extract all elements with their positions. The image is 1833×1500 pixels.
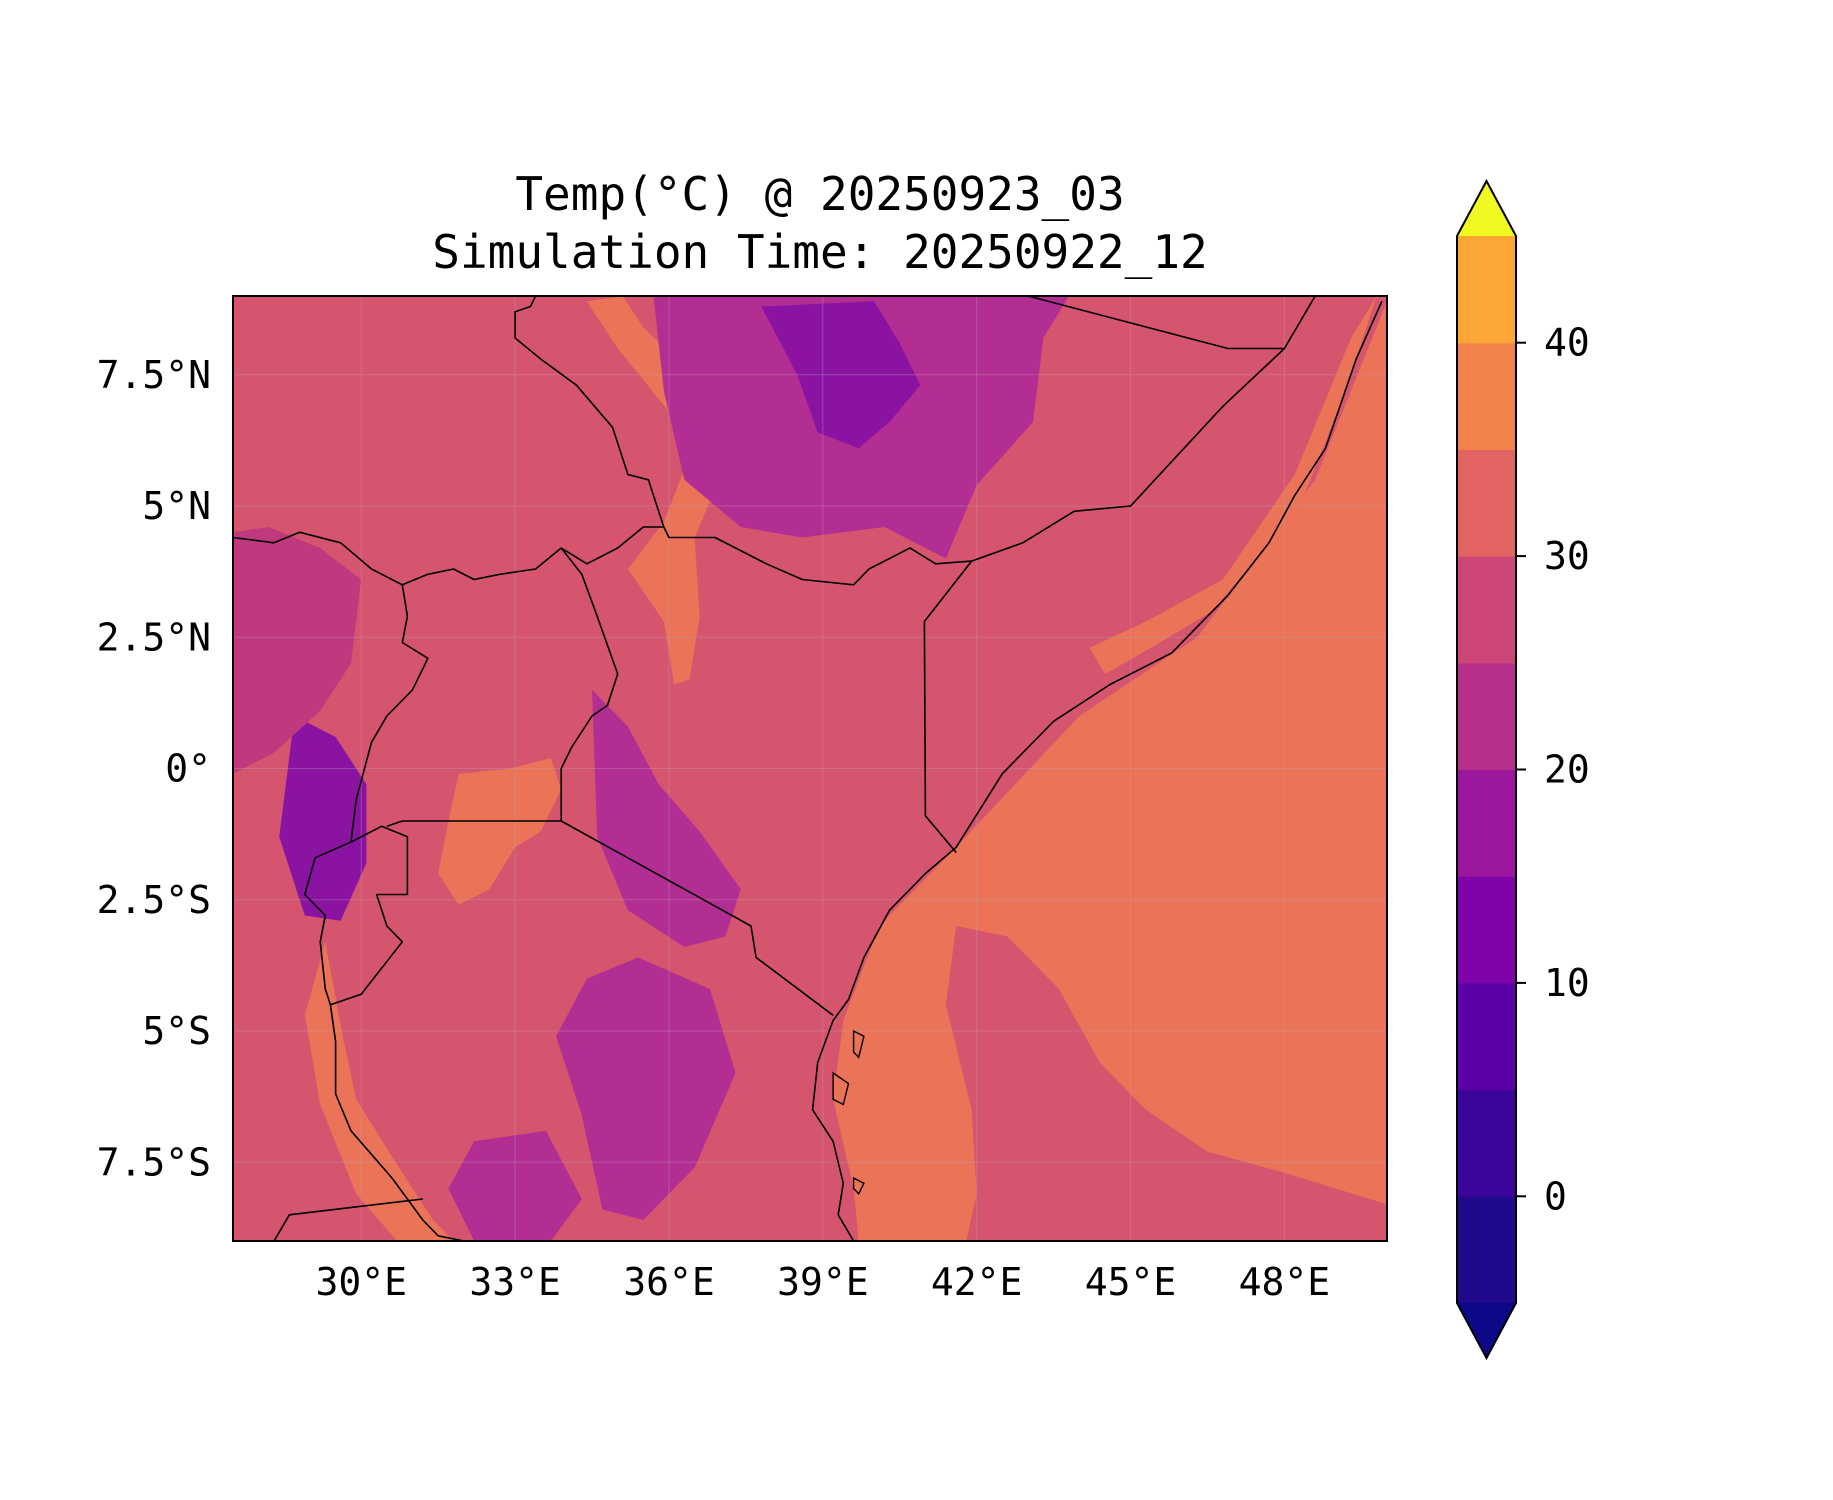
border-lake-victoria-south	[386, 768, 563, 828]
colorbar-segment	[1457, 449, 1516, 557]
y-tick-label: 2.5°S	[97, 878, 211, 922]
colorbar-segment	[1457, 662, 1516, 771]
border-uganda-drc	[350, 584, 429, 843]
field-region-kenya-highlands-cool	[592, 689, 741, 947]
border-kenya-ethiopia	[560, 526, 972, 586]
x-tick-label: 42°E	[931, 1260, 1023, 1304]
colorbar-segment	[1457, 556, 1516, 664]
y-tick-label: 5°N	[142, 484, 211, 528]
y-tick-label: 7.5°N	[97, 353, 211, 397]
x-tick-label: 33°E	[469, 1260, 561, 1304]
x-tick-label: 48°E	[1239, 1260, 1331, 1304]
borders	[233, 296, 1383, 1241]
x-tick-label: 30°E	[315, 1260, 407, 1304]
colorbar-tick-label: 0	[1544, 1174, 1567, 1218]
field-region-rift-west-warm	[304, 941, 454, 1241]
border-rwanda-burundi	[330, 825, 409, 1006]
map-frame	[232, 295, 1388, 1242]
y-tick-label: 2.5°N	[97, 615, 211, 659]
field-region-somalia-coast-strip	[1089, 296, 1377, 674]
border-lake-tanganyika	[329, 1004, 464, 1241]
x-tick-label: 45°E	[1085, 1260, 1177, 1304]
island-mafia	[852, 1176, 865, 1196]
border-south-sudan-border	[233, 531, 562, 586]
colorbar-extend-min	[1457, 1303, 1516, 1358]
field-region-ethiopia-coldest	[761, 301, 921, 449]
plot-title-line2: Simulation Time: 20250922_12	[432, 225, 1208, 279]
colorbar-tick-label: 30	[1544, 534, 1590, 578]
island-zanzibar	[832, 1071, 850, 1106]
colorbar-segment	[1457, 769, 1516, 877]
field-region-ocean-cooler-band	[945, 926, 1387, 1241]
field-region-tanzania-central-cool	[556, 957, 736, 1220]
y-tick-label: 7.5°S	[97, 1140, 211, 1184]
field-region-west-congo-band	[233, 527, 362, 774]
colorbar-tick-label: 40	[1544, 321, 1590, 365]
x-tick-label: 36°E	[623, 1260, 715, 1304]
colorbar-segment	[1457, 236, 1516, 344]
x-tick-label: 39°E	[777, 1260, 869, 1304]
axes: 30°E 33°E 36°E 39°E 42°E 45°E 48°E 7.5°N 5°N 2.5°…	[97, 353, 1331, 1304]
border-north-border-1	[1027, 296, 1285, 350]
field-region-albertine-rift-cool	[279, 716, 367, 921]
colorbar-segment	[1457, 1196, 1516, 1304]
border-uganda-kenya	[560, 547, 619, 769]
y-tick-label: 5°S	[142, 1009, 211, 1053]
colorbar-segment	[1457, 342, 1516, 450]
field-region-southwest-highlands-cool	[448, 1130, 582, 1241]
border-coastline	[811, 300, 1383, 1241]
plot-title-line1: Temp(°C) @ 20250923_03	[515, 167, 1125, 221]
border-zambia-border	[273, 1198, 423, 1241]
border-drc-rwanda-lake	[303, 841, 352, 1006]
field-region-lake-victoria-warm	[438, 758, 562, 905]
y-tick-label: 0°	[165, 747, 211, 791]
colorbar-tick-label: 10	[1544, 961, 1590, 1005]
colorbar-extend-max	[1457, 181, 1516, 236]
border-kenya-somalia	[923, 560, 973, 854]
colorbar-segment	[1457, 982, 1516, 1091]
colorbar-outline	[1456, 178, 1517, 1361]
island-pemba	[852, 1029, 865, 1059]
gridlines	[233, 296, 1387, 1241]
colorbar-segment	[1457, 1089, 1516, 1197]
border-sudan-ethiopia	[514, 296, 665, 528]
colorbar: 0 10 20 30 40	[1456, 178, 1590, 1361]
border-tanzania-kenya	[560, 820, 834, 1016]
colorbar-tick-label: 20	[1544, 748, 1590, 792]
colorbar-segment	[1457, 876, 1516, 984]
map-field	[233, 296, 1387, 1241]
